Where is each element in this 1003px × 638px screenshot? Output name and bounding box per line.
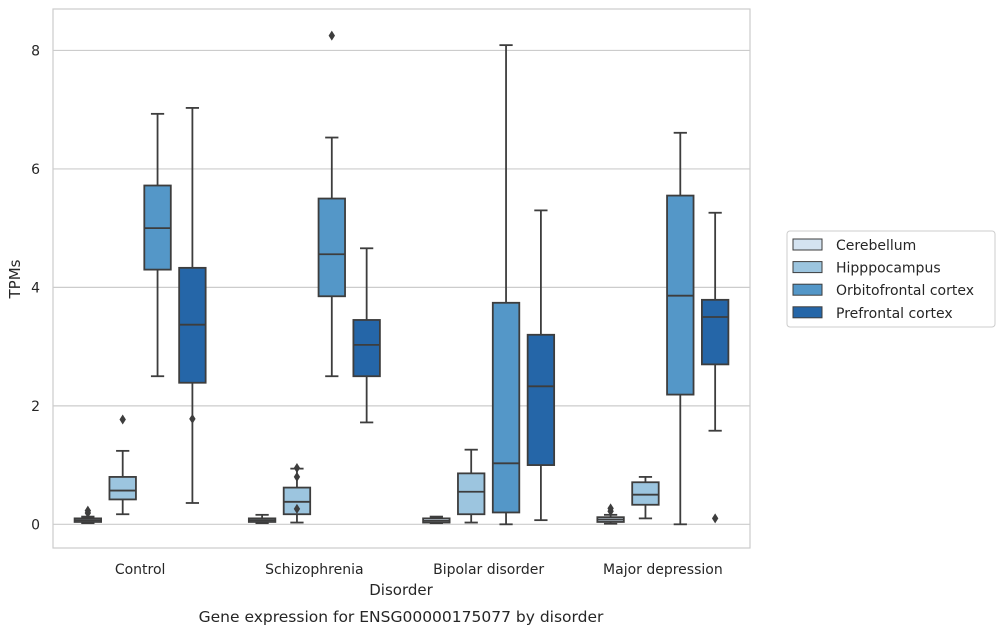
legend-frame bbox=[786, 230, 996, 328]
box-iqr bbox=[317, 197, 346, 298]
outlier-point bbox=[84, 505, 92, 516]
y-axis-label: TPMs bbox=[6, 259, 24, 299]
box-hipppocampus bbox=[457, 448, 486, 524]
legend-label: Hipppocampus bbox=[836, 261, 941, 277]
legend-swatch bbox=[792, 238, 823, 251]
y-tick-label: 0 bbox=[31, 517, 40, 533]
y-tick-label: 6 bbox=[31, 162, 40, 178]
legend-swatch bbox=[792, 283, 823, 296]
legend-items: Cerebellum Hipppocampus Orbitofrontal cort… bbox=[792, 238, 974, 322]
legend-swatch bbox=[792, 306, 823, 319]
chart-caption: Gene expression for ENSG00000175077 by d… bbox=[199, 608, 604, 626]
plot-area-frame bbox=[52, 8, 751, 549]
box-cerebellum bbox=[596, 503, 625, 525]
box-cerebellum bbox=[247, 513, 277, 525]
box-iqr bbox=[457, 472, 486, 516]
y-tick-label: 4 bbox=[31, 280, 40, 296]
legend-label: Cerebellum bbox=[836, 238, 916, 254]
box-hipppocampus bbox=[108, 414, 137, 516]
x-tick-label: Control bbox=[115, 562, 166, 578]
outlier-point bbox=[119, 414, 126, 425]
boxes bbox=[73, 30, 730, 526]
x-tick-labels: Control Schizophrenia Bipolar disorder Majo… bbox=[115, 562, 723, 578]
outlier-point bbox=[607, 503, 614, 514]
box-prefrontal-cortex bbox=[178, 107, 207, 504]
box-orbitofrontal-cortex bbox=[666, 131, 695, 526]
box-prefrontal-cortex bbox=[526, 209, 556, 522]
x-axis-label: Disorder bbox=[369, 581, 433, 599]
box-hipppocampus bbox=[282, 463, 312, 524]
box-iqr bbox=[108, 476, 137, 501]
x-tick-label: Major depression bbox=[603, 562, 723, 578]
box-iqr bbox=[352, 319, 381, 378]
box-orbitofrontal-cortex bbox=[491, 44, 521, 526]
x-tick-label: Bipolar disorder bbox=[433, 562, 544, 578]
box-iqr bbox=[491, 301, 521, 514]
outlier-point bbox=[189, 413, 196, 424]
outlier-point bbox=[328, 30, 335, 41]
x-tick-label: Schizophrenia bbox=[265, 562, 363, 578]
grid-lines bbox=[53, 49, 750, 525]
legend-label: Prefrontal cortex bbox=[836, 306, 953, 322]
outlier-point bbox=[293, 503, 301, 514]
box-orbitofrontal-cortex bbox=[143, 112, 172, 378]
box-orbitofrontal-cortex bbox=[317, 30, 346, 378]
box-cerebellum bbox=[73, 505, 102, 525]
outlier-point bbox=[711, 513, 719, 524]
box-iqr bbox=[631, 481, 660, 506]
outlier-point bbox=[293, 463, 301, 474]
outlier-point bbox=[293, 471, 301, 482]
box-iqr bbox=[526, 333, 556, 466]
legend-label: Orbitofrontal cortex bbox=[836, 283, 974, 299]
y-tick-label: 2 bbox=[31, 399, 40, 415]
y-tick-label: 8 bbox=[31, 43, 40, 59]
box-prefrontal-cortex bbox=[352, 247, 381, 424]
box-hipppocampus bbox=[631, 476, 660, 520]
box-iqr bbox=[701, 298, 730, 366]
y-tick-labels: 0 2 4 6 8 bbox=[31, 43, 40, 533]
legend-swatch bbox=[792, 261, 823, 274]
box-prefrontal-cortex bbox=[701, 211, 730, 524]
legend: Cerebellum Hipppocampus Orbitofrontal cort… bbox=[786, 230, 996, 328]
box-cerebellum bbox=[422, 515, 451, 525]
